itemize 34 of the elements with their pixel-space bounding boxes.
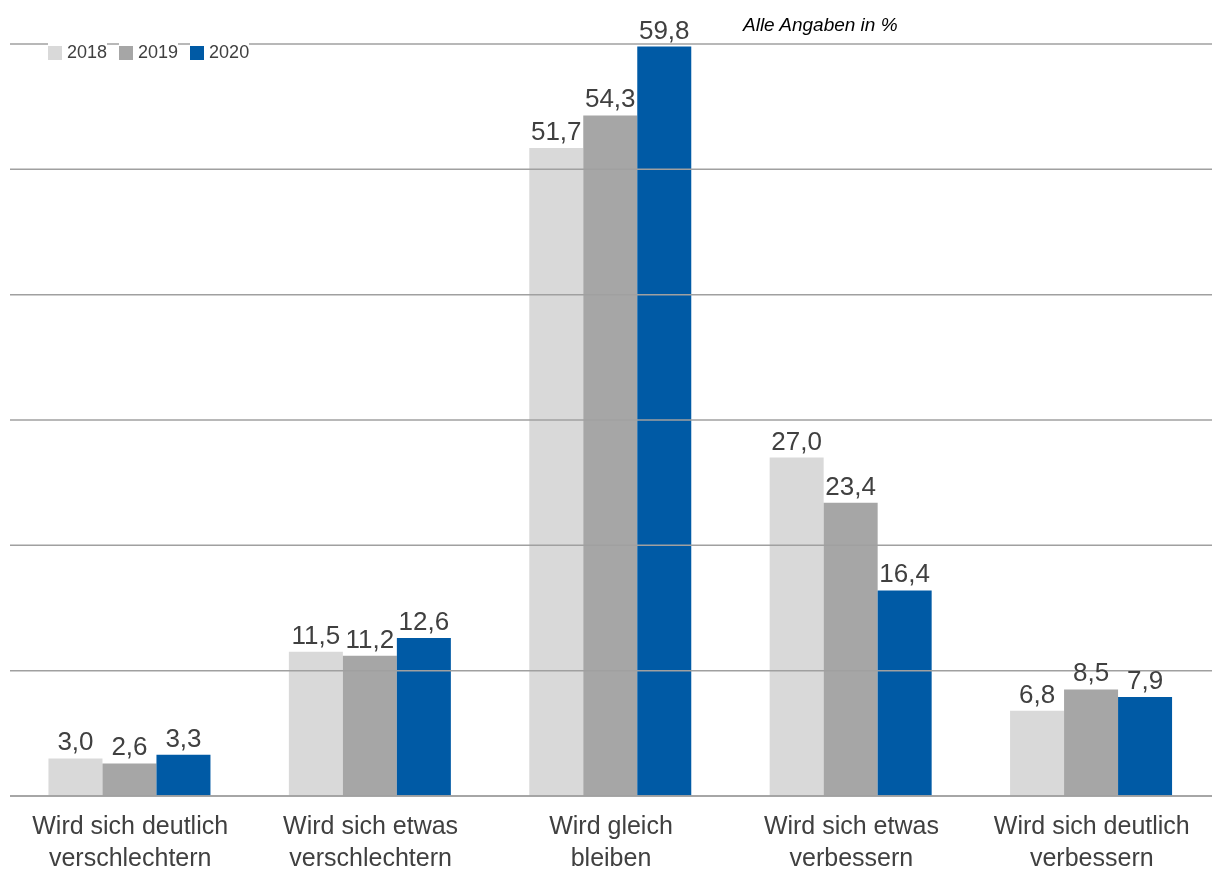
bar xyxy=(1010,710,1065,796)
data-label: 2,6 xyxy=(111,731,148,762)
x-tick-label: Wird gleich bleiben xyxy=(549,811,673,871)
bar xyxy=(156,754,211,796)
bar xyxy=(48,758,103,796)
data-label: 23,4 xyxy=(825,470,876,501)
data-label: 54,3 xyxy=(584,83,636,114)
data-label: 11,5 xyxy=(291,619,341,650)
data-label: 16,4 xyxy=(879,558,930,589)
data-label: 8,5 xyxy=(1072,657,1110,688)
data-label: 11,2 xyxy=(345,623,395,654)
legend-label: 2019 xyxy=(138,42,179,63)
x-tick-label: Wird sich deutlich verschlechtern xyxy=(32,811,229,871)
bar xyxy=(769,457,824,796)
bar xyxy=(529,148,584,796)
data-label: 27,0 xyxy=(771,425,822,456)
data-label: 12,6 xyxy=(398,606,450,637)
x-tick-label: Wird sich etwas verbessern xyxy=(763,811,939,871)
data-label: 3,3 xyxy=(165,722,202,753)
x-tick-label: Wird sich etwas verschlechtern xyxy=(283,811,459,871)
legend-label: 2018 xyxy=(67,42,108,63)
text: Alle Angaben in % xyxy=(743,14,898,36)
bar xyxy=(288,651,343,796)
data-label: 59,8 xyxy=(638,14,690,45)
bar xyxy=(877,590,932,796)
data-label: 3,0 xyxy=(57,726,94,757)
data-label: 6,8 xyxy=(1018,678,1056,709)
bar xyxy=(637,46,692,796)
bar xyxy=(1118,696,1173,796)
data-label: 7,9 xyxy=(1126,664,1164,695)
data-label: 51,7 xyxy=(530,116,582,147)
x-tick-label: Wird sich deutlich verbessern xyxy=(993,811,1190,871)
bar xyxy=(396,638,451,796)
legend-label: 2020 xyxy=(209,42,250,63)
